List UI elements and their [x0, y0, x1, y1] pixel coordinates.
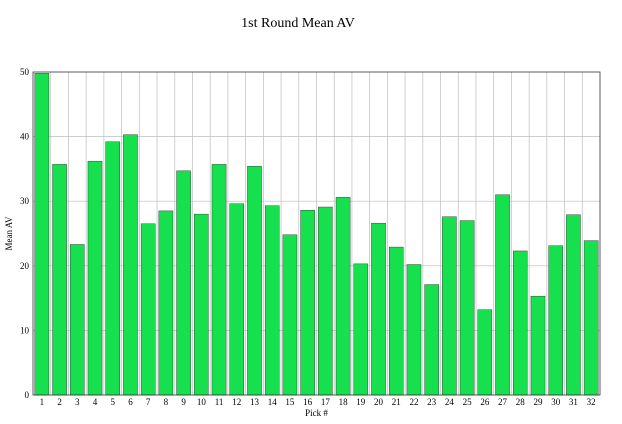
bars-layer: [34, 73, 599, 396]
x-tick-label: 18: [339, 397, 349, 407]
y-tick-label: 10: [20, 325, 30, 335]
bar-pick-13: [247, 166, 262, 396]
x-axis-label: Pick #: [305, 408, 328, 418]
bar-pick-28: [513, 250, 528, 396]
x-tick-label: 6: [128, 397, 133, 407]
bar-pick-24: [442, 216, 457, 396]
x-tick-label: 14: [268, 397, 278, 407]
bar-pick-10: [194, 213, 209, 396]
grid-layer: [33, 72, 600, 395]
bar-pick-30: [548, 245, 563, 396]
x-tick-label: 23: [427, 397, 437, 407]
bar-pick-12: [229, 203, 245, 396]
bar-pick-17: [318, 206, 333, 396]
bar-pick-25: [459, 220, 475, 396]
bar-pick-3: [70, 244, 85, 396]
x-tick-label: 24: [445, 397, 455, 407]
x-tick-label: 15: [285, 397, 295, 407]
x-tick-label: 29: [533, 397, 543, 407]
x-tick-label: 26: [480, 397, 490, 407]
bar-pick-2: [52, 164, 67, 396]
x-tick-label: 32: [587, 397, 596, 407]
x-tick-label: 5: [110, 397, 115, 407]
bar-pick-11: [211, 164, 227, 396]
bar-pick-16: [300, 210, 315, 396]
bar-pick-23: [424, 284, 439, 396]
x-tick-label: 1: [40, 397, 45, 407]
x-tick-label: 21: [392, 397, 401, 407]
bar-pick-26: [477, 309, 493, 396]
x-tick-label: 20: [374, 397, 384, 407]
bar-pick-5: [105, 141, 120, 396]
y-tick-label: 30: [20, 196, 30, 206]
x-tick-label: 16: [303, 397, 313, 407]
bar-pick-19: [353, 263, 369, 396]
y-tick-labels: 0 10 20 30 40 50: [20, 67, 30, 400]
x-tick-label: 2: [57, 397, 62, 407]
plot-frame: [32, 71, 601, 396]
x-tick-label: 7: [146, 397, 151, 407]
bar-pick-31: [566, 214, 581, 396]
bar-pick-7: [140, 223, 156, 396]
y-tick-label: 50: [20, 67, 30, 77]
x-tick-label: 9: [181, 397, 186, 407]
y-axis-label: Mean AV: [4, 216, 14, 251]
bar-pick-21: [388, 246, 404, 396]
x-tick-label: 22: [409, 397, 418, 407]
bar-pick-8: [158, 210, 174, 396]
chart-title: 1st Round Mean AV: [241, 16, 355, 31]
x-tick-label: 10: [197, 397, 207, 407]
bar-pick-29: [530, 295, 546, 396]
x-tick-label: 11: [215, 397, 224, 407]
x-tick-labels: 1 2 3 4 5 6 7 8 9 10 11 12 13 14 15 16 17 18 19 20 21 22 23 24 2…: [40, 397, 596, 407]
bar-pick-22: [406, 264, 422, 396]
bar-pick-4: [87, 160, 103, 396]
y-tick-label: 40: [20, 132, 30, 142]
x-tick-label: 31: [569, 397, 578, 407]
x-tick-label: 27: [498, 397, 508, 407]
x-tick-label: 13: [250, 397, 260, 407]
x-tick-label: 3: [75, 397, 80, 407]
bar-pick-15: [282, 234, 298, 396]
x-tick-label: 19: [356, 397, 366, 407]
y-tick-label: 20: [20, 261, 30, 271]
x-tick-label: 8: [164, 397, 169, 407]
bar-pick-6: [123, 134, 138, 396]
bar-pick-14: [264, 205, 280, 396]
bar-pick-18: [335, 197, 351, 396]
x-tick-label: 28: [516, 397, 526, 407]
y-tick-label: 0: [25, 390, 30, 400]
x-tick-label: 30: [551, 397, 561, 407]
bar-pick-1: [34, 73, 50, 396]
bar-pick-20: [371, 222, 386, 396]
bar-pick-32: [583, 240, 599, 396]
bar-pick-27: [495, 194, 510, 396]
x-tick-label: 12: [232, 397, 241, 407]
bar-pick-9: [176, 170, 191, 396]
x-tick-label: 4: [93, 397, 98, 407]
x-tick-label: 25: [463, 397, 473, 407]
x-tick-label: 17: [321, 397, 331, 407]
